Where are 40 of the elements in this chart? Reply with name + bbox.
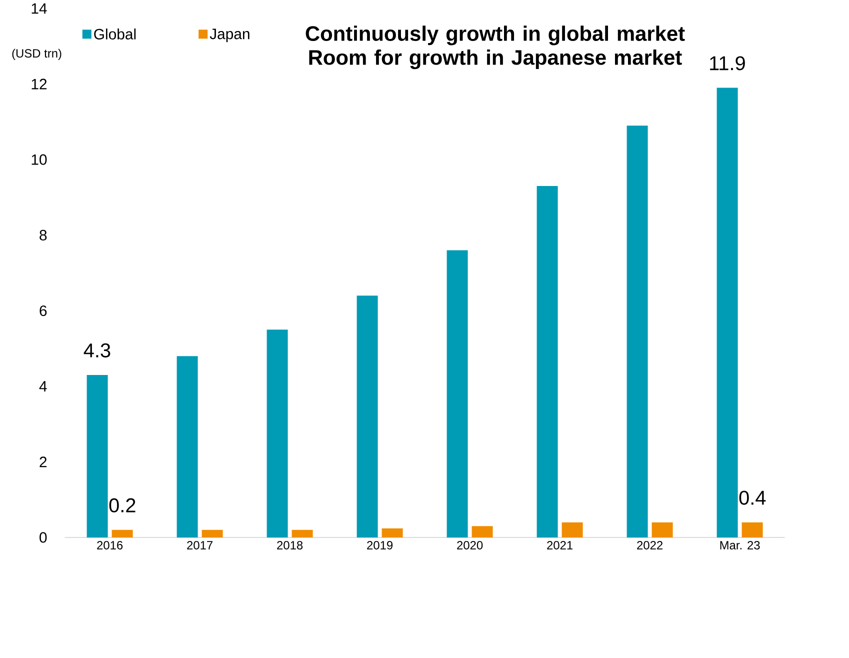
bar (356, 295, 378, 538)
bar (652, 522, 673, 538)
bar (292, 530, 313, 538)
x-tick-label: 2017 (187, 540, 212, 550)
y-axis-title: (USD trn) (12, 48, 62, 60)
bar (266, 329, 288, 538)
y-tick-label: 14 (32, 3, 47, 14)
y-tick-label: 0 (40, 532, 47, 543)
data-label: 0.4 (739, 490, 766, 505)
bar (112, 530, 133, 538)
bar (536, 186, 558, 538)
bar (86, 374, 108, 538)
y-tick-label: 2 (40, 456, 47, 467)
y-tick-label: 12 (32, 78, 47, 90)
bar (562, 522, 583, 538)
legend-label: Global (94, 28, 136, 40)
y-tick-label: 8 (40, 230, 47, 240)
x-tick-label: 2022 (637, 540, 662, 550)
bar (626, 125, 648, 538)
data-label: 11.9 (710, 56, 745, 70)
bar (202, 530, 223, 538)
bar (446, 250, 468, 538)
x-tick-label: 2016 (97, 540, 123, 550)
data-label: 0.2 (109, 498, 136, 512)
x-tick-label: 2020 (457, 540, 483, 550)
y-tick-label: 4 (39, 380, 47, 392)
legend-label: Japan (210, 28, 250, 42)
x-tick-label: 2019 (367, 540, 393, 550)
bar (472, 526, 493, 538)
bar (382, 528, 403, 538)
x-tick-label: 2021 (547, 540, 573, 550)
data-label: 4.3 (84, 343, 110, 358)
x-tick-label: Mar. 23 (720, 540, 760, 550)
x-tick-label: 2018 (277, 540, 303, 550)
y-tick-label: 6 (40, 305, 47, 316)
text: Continuously growth in global market Room for growth in Japanese market (306, 25, 685, 69)
y-tick-label: 10 (32, 154, 47, 165)
bar (742, 522, 763, 538)
bar (716, 88, 738, 538)
bar (176, 356, 198, 538)
